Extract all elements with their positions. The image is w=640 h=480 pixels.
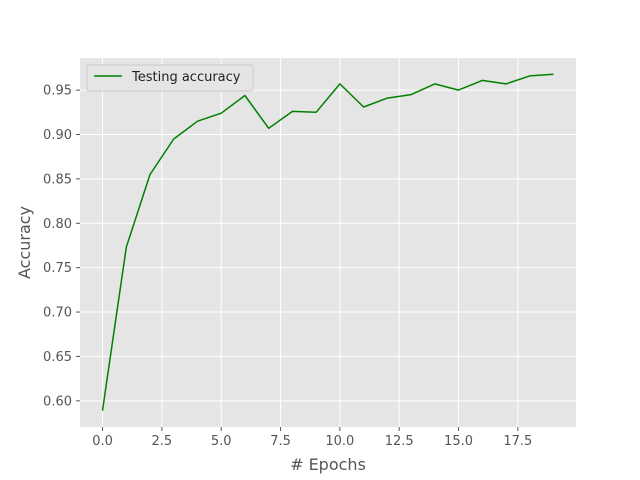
x-axis: 0.0 2.5 5.0 7.5 10.0 12.5 15.0 17.5 xyxy=(92,427,532,449)
legend: Testing accuracy xyxy=(86,64,254,92)
y-tick-label: 0.80 xyxy=(43,217,72,232)
series-group xyxy=(101,73,554,411)
legend-box xyxy=(86,64,254,92)
x-tick-label: 10.0 xyxy=(325,434,354,449)
y-axis-label: Accuracy xyxy=(15,206,34,279)
series-line xyxy=(101,73,554,411)
x-tick-label: 17.5 xyxy=(503,434,532,449)
x-tick-label: 15.0 xyxy=(444,434,473,449)
x-tick-label: 12.5 xyxy=(385,434,414,449)
plot-area xyxy=(80,58,576,427)
legend-label: Testing accuracy xyxy=(131,70,241,85)
x-tick-label: 0.0 xyxy=(92,434,113,449)
y-tick-label: 0.90 xyxy=(43,128,72,143)
y-axis: 0.60 0.65 0.70 0.75 0.80 0.85 0.90 0.95 xyxy=(43,84,80,409)
y-tick-label: 0.70 xyxy=(43,306,72,321)
y-tick-label: 0.85 xyxy=(43,172,72,187)
y-tick-label: 0.60 xyxy=(43,394,72,409)
y-tick-label: 0.75 xyxy=(43,261,72,276)
x-axis-label: # Epochs xyxy=(290,455,366,474)
x-tick-label: 5.0 xyxy=(211,434,232,449)
x-tick-label: 7.5 xyxy=(270,434,291,449)
y-tick-label: 0.65 xyxy=(43,350,72,365)
x-tick-label: 2.5 xyxy=(152,434,173,449)
grid xyxy=(80,58,576,427)
y-tick-label: 0.95 xyxy=(43,84,72,99)
